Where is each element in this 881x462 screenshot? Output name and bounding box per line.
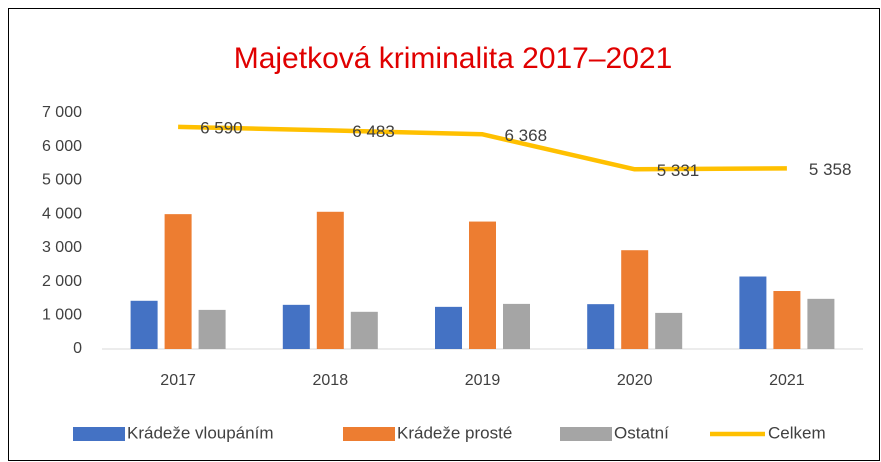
y-tick-label: 7 000 — [42, 104, 82, 121]
x-tick-label: 2018 — [313, 372, 349, 389]
data-label: 6 590 — [200, 118, 243, 137]
bar — [164, 214, 192, 349]
chart-title: Majetková kriminalita 2017–2021 — [234, 42, 673, 75]
legend-label: Celkem — [768, 423, 826, 442]
x-tick-label: 2021 — [769, 372, 805, 389]
bar — [503, 303, 530, 349]
legend-label: Krádeže vloupáním — [127, 423, 273, 442]
data-label: 6 368 — [505, 126, 548, 145]
bar — [655, 312, 683, 349]
legend-marker — [560, 427, 612, 441]
y-tick-label: 0 — [73, 340, 82, 357]
data-label: 6 483 — [352, 122, 395, 141]
bar — [435, 306, 462, 349]
y-tick-label: 5 000 — [42, 172, 82, 189]
legend-marker — [343, 427, 395, 441]
bar — [350, 311, 378, 349]
bar — [469, 221, 496, 349]
y-tick-label: 2 000 — [42, 273, 82, 290]
data-label: 5 331 — [657, 161, 700, 180]
data-label: 5 358 — [809, 160, 852, 179]
bar — [282, 304, 310, 349]
bar — [316, 211, 344, 349]
y-tick-label: 6 000 — [42, 138, 82, 155]
x-tick-label: 2017 — [160, 372, 196, 389]
legend-marker — [73, 427, 125, 441]
legend-label: Krádeže prosté — [397, 423, 512, 442]
y-tick-label: 1 000 — [42, 307, 82, 324]
bar — [198, 309, 226, 349]
line-series — [178, 124, 787, 172]
x-tick-label: 2019 — [465, 372, 501, 389]
bar — [130, 300, 158, 349]
legend-label: Ostatní — [614, 423, 669, 442]
x-tick-label: 2020 — [617, 372, 653, 389]
chart-frame — [8, 8, 880, 461]
y-tick-label: 3 000 — [42, 239, 82, 256]
bar — [739, 276, 767, 349]
y-tick-label: 4 000 — [42, 205, 82, 222]
bar — [587, 304, 615, 349]
bar — [807, 298, 835, 349]
bar — [773, 291, 801, 349]
bar — [621, 250, 649, 349]
